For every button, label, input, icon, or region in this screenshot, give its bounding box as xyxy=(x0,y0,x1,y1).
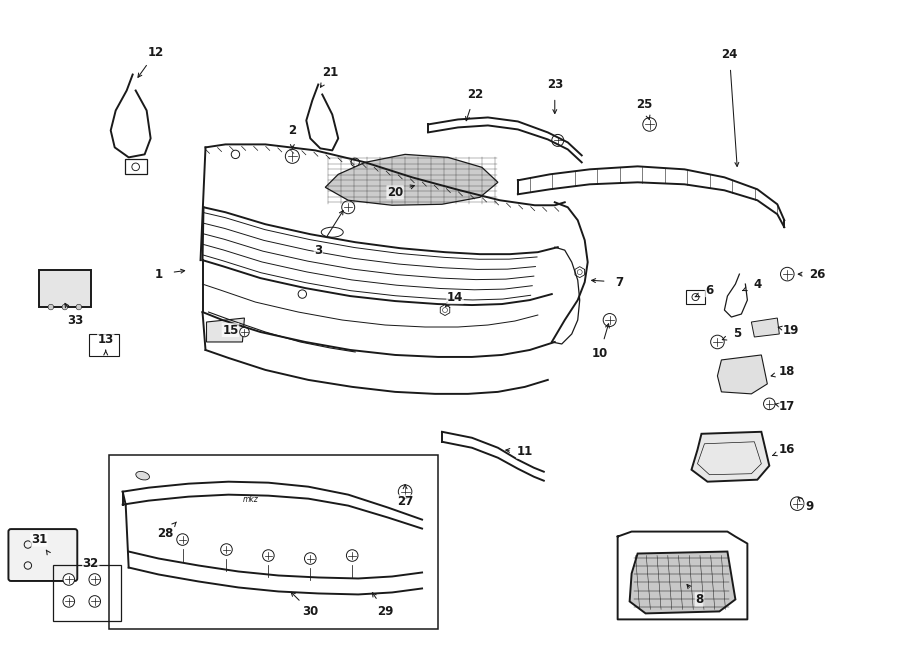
Circle shape xyxy=(346,549,358,561)
Circle shape xyxy=(399,485,412,498)
Circle shape xyxy=(304,553,316,564)
Circle shape xyxy=(780,267,794,281)
Circle shape xyxy=(239,327,249,337)
Circle shape xyxy=(603,314,616,326)
Circle shape xyxy=(263,549,274,561)
Text: 22: 22 xyxy=(467,88,483,101)
Circle shape xyxy=(643,118,656,131)
Text: 7: 7 xyxy=(616,275,624,289)
Text: 26: 26 xyxy=(809,267,825,281)
Circle shape xyxy=(342,201,355,214)
Text: 20: 20 xyxy=(387,186,403,199)
Circle shape xyxy=(63,596,75,607)
Text: 31: 31 xyxy=(31,533,47,546)
Text: 16: 16 xyxy=(779,444,796,456)
Circle shape xyxy=(220,544,232,555)
Text: 29: 29 xyxy=(377,605,393,618)
Circle shape xyxy=(711,335,724,349)
Circle shape xyxy=(89,574,101,585)
Circle shape xyxy=(89,596,101,607)
Text: 21: 21 xyxy=(322,66,338,79)
Polygon shape xyxy=(691,432,770,482)
Polygon shape xyxy=(752,318,779,337)
Text: 10: 10 xyxy=(591,348,608,360)
Text: 33: 33 xyxy=(68,314,84,326)
Ellipse shape xyxy=(136,471,149,480)
FancyBboxPatch shape xyxy=(686,290,706,304)
Text: 15: 15 xyxy=(222,324,239,336)
FancyBboxPatch shape xyxy=(39,270,91,307)
Circle shape xyxy=(790,497,804,510)
Text: 12: 12 xyxy=(148,46,164,59)
Polygon shape xyxy=(206,318,245,342)
Text: 11: 11 xyxy=(517,446,533,458)
Text: 6: 6 xyxy=(706,283,714,297)
Circle shape xyxy=(48,305,54,310)
Text: 9: 9 xyxy=(806,500,814,513)
Text: 30: 30 xyxy=(302,605,319,618)
Circle shape xyxy=(62,305,68,310)
Polygon shape xyxy=(325,154,498,205)
Text: 23: 23 xyxy=(546,78,562,91)
Polygon shape xyxy=(717,355,768,394)
Circle shape xyxy=(63,574,75,585)
Text: 5: 5 xyxy=(734,328,742,340)
Circle shape xyxy=(285,150,300,164)
Text: 4: 4 xyxy=(753,277,761,291)
Text: 28: 28 xyxy=(158,527,174,540)
Text: 25: 25 xyxy=(636,98,652,111)
Text: 2: 2 xyxy=(288,124,296,137)
FancyBboxPatch shape xyxy=(8,529,77,581)
Circle shape xyxy=(763,398,775,410)
Text: 1: 1 xyxy=(155,267,163,281)
Text: 27: 27 xyxy=(397,495,413,508)
Bar xyxy=(109,455,438,630)
Polygon shape xyxy=(630,551,735,614)
Text: 8: 8 xyxy=(696,593,704,606)
Text: 3: 3 xyxy=(314,244,322,257)
Text: 13: 13 xyxy=(97,334,113,346)
Circle shape xyxy=(176,534,188,545)
Text: 14: 14 xyxy=(446,291,464,304)
Text: 24: 24 xyxy=(721,48,738,61)
Circle shape xyxy=(76,305,82,310)
Text: 19: 19 xyxy=(783,324,799,336)
Text: 17: 17 xyxy=(779,401,796,413)
Text: 32: 32 xyxy=(83,557,99,570)
Text: mkz: mkz xyxy=(242,495,258,504)
Circle shape xyxy=(552,134,563,146)
Text: 18: 18 xyxy=(779,365,796,379)
